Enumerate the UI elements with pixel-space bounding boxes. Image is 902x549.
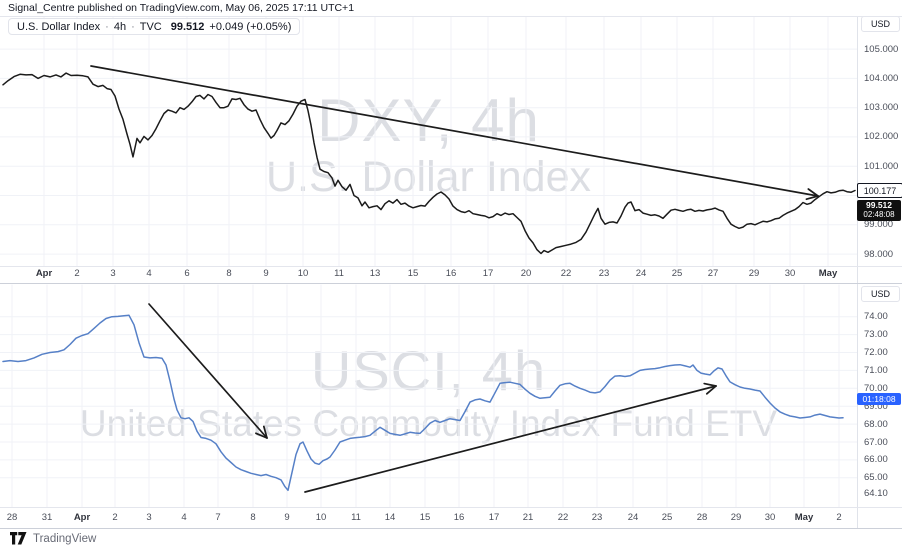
dxy-price-scale[interactable] [857,17,902,283]
publish-bar: Signal_Centre published on TradingView.c… [0,0,902,16]
dxy-timescale-border [0,266,902,267]
dxy-time-scale[interactable] [0,267,857,283]
trend-arrow-head [807,188,819,197]
footer-brand[interactable]: TradingView [33,532,97,545]
legend-exchange: TVC [139,20,162,33]
dxy-price-line [2,72,856,255]
last-price-label: 99.512 02:48:08 [857,199,901,221]
trend-arrow-head [262,425,268,439]
legend-separator: · [105,20,109,33]
trend-arrow [90,65,819,197]
trend-arrow-head [805,195,819,201]
usci-price-scale[interactable] [857,284,902,528]
dxy-layer [0,16,858,267]
legend-change: +0.049 (+0.05%) [209,20,292,33]
tradingview-logo-icon[interactable] [10,532,27,545]
legend[interactable]: U.S. Dollar Index · 4h · TVC 99.512 +0.0… [8,18,301,35]
usci-currency-button[interactable]: USD [861,286,900,302]
legend-separator: · [131,20,135,33]
legend-interval: 4h [113,20,127,33]
usci-pane[interactable] [0,284,857,507]
legend-symbol: U.S. Dollar Index [17,20,101,33]
publish-bar-divider [0,16,902,17]
usci-time-scale[interactable] [0,508,857,528]
trend-arrow-head [703,382,717,387]
trendline-price-label: 100.177 [857,183,902,199]
trend-arrow-head [255,432,268,439]
trend-arrow [148,303,268,439]
footer: TradingView [10,532,96,545]
publish-text: Signal_Centre published on TradingView.c… [8,2,355,14]
dxy-pane[interactable] [0,17,857,266]
trend-arrow-head [705,385,717,395]
legend-price: 99.512 [170,20,205,33]
panel-divider [0,283,902,284]
price-scale-border [857,17,858,528]
usci-timescale-border [0,507,902,508]
bar-countdown-label: 01:18:08 [857,393,901,406]
usci-layer [0,284,858,508]
trend-arrow [304,385,717,493]
footer-divider [0,528,902,529]
usci-price-line [2,314,844,492]
